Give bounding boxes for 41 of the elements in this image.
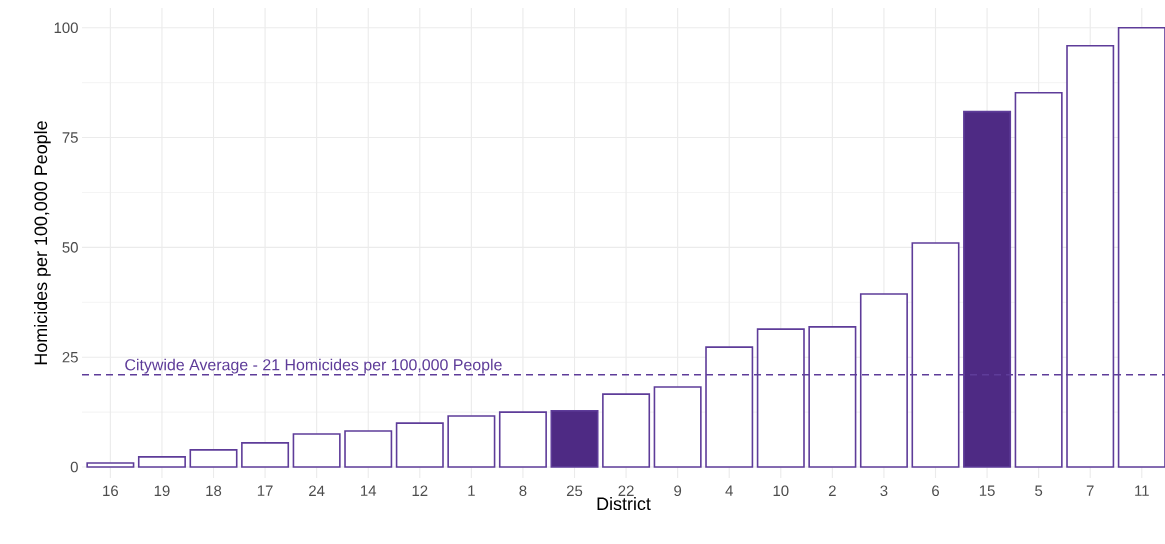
x-tick-label: 14 (361, 485, 377, 496)
x-tick-label: 5 (1035, 485, 1043, 496)
x-tick-label: 18 (206, 485, 222, 497)
x-tick-label: 11 (1135, 485, 1149, 496)
x-tick-label: 17 (257, 485, 273, 496)
x-tick-label: 12 (412, 485, 428, 496)
y-tick-label: 50 (62, 242, 78, 253)
x-tick-label: 1 (468, 485, 475, 496)
y-tick-label: 0 (70, 461, 78, 473)
x-tick-label: 16 (103, 485, 119, 497)
ref-line-label: Citywide Average - 21 Homicides per 100,000 People (125, 358, 502, 374)
bar (137, 456, 186, 468)
x-tick-label: 8 (519, 485, 527, 497)
y-tick-label: 75 (62, 132, 78, 143)
bar (602, 393, 651, 468)
x-tick-label: 19 (154, 485, 170, 497)
x-tick-label: 24 (309, 485, 325, 496)
x-tick-label: 3 (880, 485, 888, 497)
y-tick-label: 25 (62, 351, 78, 363)
x-tick-label: 15 (979, 485, 995, 496)
bar (241, 442, 290, 468)
x-tick-label: 10 (773, 485, 789, 497)
x-tick-label: 6 (932, 485, 940, 497)
bar (344, 430, 393, 468)
y-axis-title: Homicides per 100,000 People (33, 121, 51, 365)
x-tick-label: 2 (828, 485, 836, 496)
bar (395, 422, 444, 468)
x-tick-label: 22 (618, 485, 634, 496)
x-tick-label: 7 (1086, 485, 1094, 496)
bar (292, 433, 341, 468)
bar (550, 409, 599, 468)
bar (189, 449, 238, 468)
x-tick-label: 9 (674, 485, 682, 497)
bar (447, 415, 496, 468)
x-axis-title: District (597, 496, 651, 511)
x-tick-label: 4 (725, 485, 733, 496)
y-tick-label: 100 (54, 22, 78, 34)
x-tick-label: 25 (566, 485, 583, 497)
bar (498, 411, 547, 468)
bar (86, 462, 135, 468)
bar (653, 386, 702, 468)
